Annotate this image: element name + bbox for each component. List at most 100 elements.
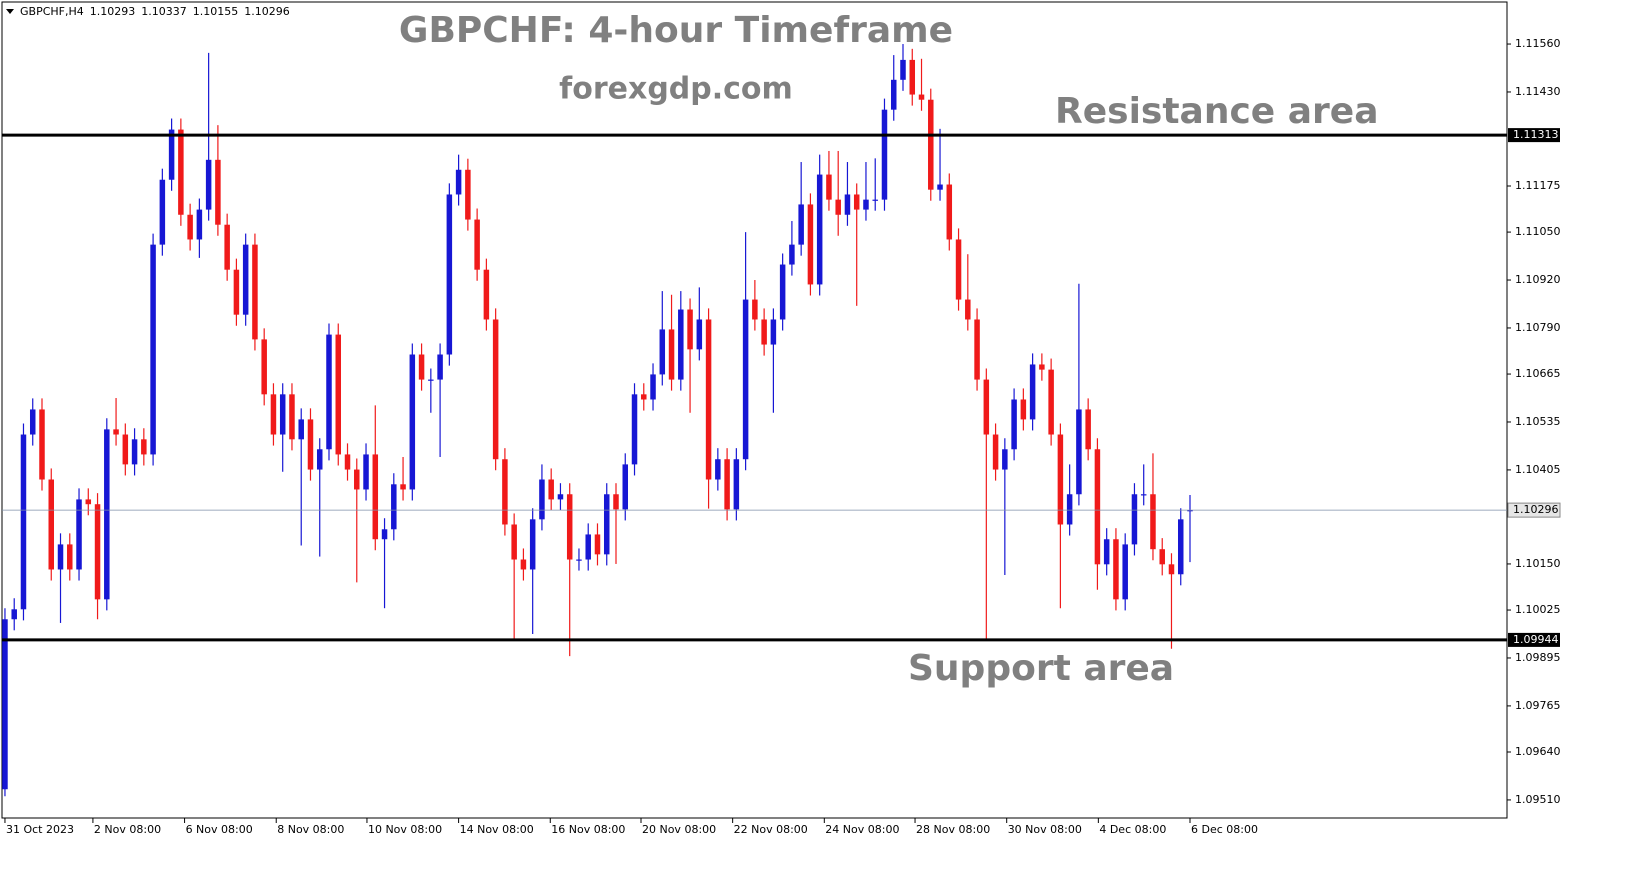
y-tick-label: 1.10920 — [1515, 273, 1561, 286]
x-tick-label: 2 Nov 08:00 — [94, 823, 161, 836]
candle-body — [1029, 364, 1036, 420]
header-value: 1.10296 — [244, 5, 290, 18]
candle-body — [733, 459, 740, 510]
plot-frame — [1, 1, 1508, 819]
candle-body — [48, 479, 55, 570]
candle-body — [928, 99, 934, 190]
candle-body — [992, 434, 999, 470]
candle-body — [1131, 494, 1138, 545]
candle-body — [742, 299, 749, 460]
candle-body — [1122, 544, 1128, 600]
candle-body — [909, 59, 916, 95]
annotation: Resistance area — [1055, 91, 1379, 132]
candle-body — [715, 459, 721, 480]
candle-body — [1076, 409, 1082, 495]
candle-body — [548, 479, 554, 500]
y-tick-label: 1.10025 — [1515, 603, 1561, 616]
candle-body — [724, 459, 730, 510]
candle-body — [946, 184, 953, 240]
last-price-box — [1507, 502, 1561, 518]
candle-body — [622, 464, 629, 510]
y-tick-label: 1.09765 — [1515, 699, 1561, 712]
x-tick-label: 6 Dec 08:00 — [1191, 823, 1258, 836]
x-tick-label: 28 Nov 08:00 — [916, 823, 990, 836]
candle-body — [354, 469, 360, 490]
candle-body — [326, 334, 332, 450]
candle-body — [298, 419, 304, 440]
y-tick-label: 1.10665 — [1515, 367, 1561, 380]
candle-body — [881, 109, 888, 200]
candle-body — [465, 169, 471, 220]
candle-body — [150, 244, 156, 455]
candle-body — [1066, 494, 1073, 525]
candle-body — [1085, 409, 1091, 450]
level-label-box — [1508, 128, 1560, 143]
y-tick-label: 1.09895 — [1515, 651, 1561, 664]
chart-title: GBPCHF: 4-hour Timeframe — [399, 10, 953, 51]
candle-body — [67, 544, 73, 570]
candle-body — [1048, 369, 1054, 435]
header-value: 1.10337 — [141, 5, 187, 18]
candle-body — [1103, 539, 1110, 565]
candle-body — [1159, 549, 1165, 565]
candle-body — [455, 169, 462, 195]
y-tick-label: 1.10150 — [1515, 557, 1561, 570]
x-tick-label: 10 Nov 08:00 — [368, 823, 442, 836]
candle-body — [678, 309, 684, 380]
candle-body — [789, 244, 795, 265]
candle-body — [141, 439, 147, 455]
y-tick-label: 1.11560 — [1515, 37, 1561, 50]
header-value: 1.10293 — [90, 5, 136, 18]
candle-body — [1187, 510, 1193, 512]
candle-body — [1140, 494, 1147, 496]
candle-body — [1168, 564, 1175, 575]
candle-body — [474, 219, 480, 270]
candle-body — [650, 374, 656, 400]
candle-body — [279, 394, 286, 435]
candle-body — [104, 429, 110, 600]
y-tick-label: 1.09640 — [1515, 745, 1561, 758]
candle-body — [131, 439, 138, 465]
candle-body — [409, 354, 416, 490]
candle-body — [168, 129, 175, 180]
x-tick-label: 16 Nov 08:00 — [551, 823, 625, 836]
candle-body — [918, 94, 925, 100]
candle-body — [872, 199, 878, 201]
y-tick-label: 1.11050 — [1515, 225, 1561, 238]
candle-body — [668, 329, 675, 380]
candle-body — [1011, 399, 1017, 450]
candle-body — [85, 499, 92, 505]
x-tick-label: 8 Nov 08:00 — [277, 823, 344, 836]
candle-body — [428, 379, 434, 381]
candle-body — [576, 559, 582, 561]
candle-body — [566, 494, 573, 560]
candle-body — [613, 494, 619, 510]
candle-body — [631, 394, 638, 465]
candle-body — [233, 269, 240, 315]
candle-body — [113, 429, 119, 435]
candle-body — [1002, 449, 1008, 470]
candle-body — [687, 309, 693, 350]
candle-body — [705, 319, 712, 480]
candle-body — [76, 499, 82, 570]
candle-body — [20, 434, 27, 610]
candle-body — [437, 354, 443, 380]
candle-body — [641, 394, 647, 400]
candle-body — [937, 184, 943, 190]
candle-body — [983, 379, 990, 435]
candle-body — [1177, 519, 1184, 575]
candle-body — [187, 214, 193, 240]
candle-body — [603, 494, 610, 555]
symbol: GBPCHF,H4 — [20, 5, 84, 18]
candle-body — [483, 269, 490, 320]
candle-body — [1094, 449, 1101, 565]
header-value: 1.10155 — [193, 5, 239, 18]
candle-body — [29, 409, 36, 435]
x-tick-label: 30 Nov 08:00 — [1008, 823, 1082, 836]
candle-body — [94, 504, 101, 600]
candle-body — [418, 354, 425, 380]
candle-body — [2, 619, 8, 790]
candle-body — [696, 319, 703, 350]
candle-body — [761, 319, 767, 345]
